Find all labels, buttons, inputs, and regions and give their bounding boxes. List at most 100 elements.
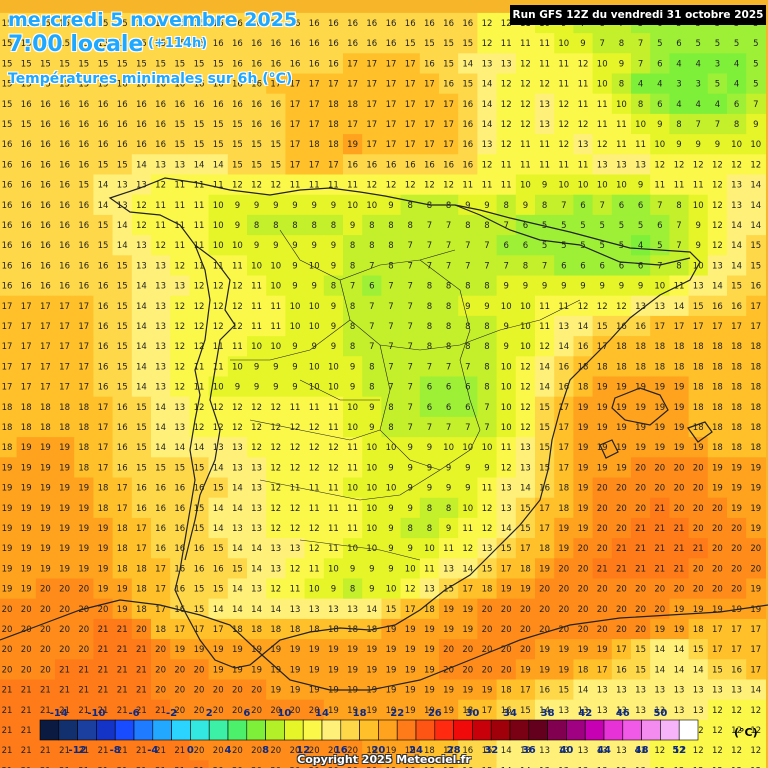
temperature-cell (611, 134, 632, 155)
temperature-value: 17 (59, 362, 70, 372)
temperature-value: 18 (136, 564, 147, 574)
temperature-value: 20 (251, 706, 262, 716)
temperature-cell (631, 154, 651, 176)
temperature-value: 7 (542, 261, 547, 271)
temperature-cell (0, 416, 18, 438)
temperature-cell (477, 376, 498, 398)
temperature-value: 12 (136, 201, 147, 211)
temperature-cell (631, 437, 651, 458)
temperature-value: 19 (520, 585, 531, 595)
temperature-cell (285, 255, 306, 277)
temperature-cell (35, 396, 56, 418)
temperature-cell (439, 214, 459, 236)
legend-swatch (547, 719, 567, 741)
temperature-value: 18 (2, 443, 13, 453)
temperature-cell (227, 53, 248, 75)
temperature-cell (16, 275, 37, 297)
temperature-value: 19 (424, 625, 435, 635)
temperature-value: 13 (501, 504, 512, 514)
legend-swatch (152, 719, 172, 741)
temperature-cell (35, 154, 56, 176)
temperature-value: 17 (405, 140, 416, 150)
temperature-value: 17 (309, 160, 320, 170)
temperature-cell (266, 113, 286, 135)
temperature-cell (515, 457, 536, 479)
temperature-value: 16 (405, 19, 416, 29)
temperature-value: 15 (693, 645, 704, 655)
temperature-cell (112, 275, 133, 297)
temperature-value: 10 (386, 585, 397, 595)
temperature-value: 18 (98, 484, 109, 494)
temperature-cell (515, 73, 536, 95)
temperature-value: 9 (638, 181, 643, 191)
temperature-value: 7 (599, 39, 604, 49)
legend-swatch (321, 719, 342, 741)
temperature-cell (496, 376, 517, 398)
temperature-cell (189, 194, 210, 216)
temperature-value: 14 (136, 383, 147, 393)
temperature-cell (381, 154, 402, 176)
temperature-cell (515, 356, 536, 378)
temperature-value: 8 (676, 261, 681, 271)
temperature-cell (515, 194, 536, 216)
temperature-value: 18 (750, 342, 761, 352)
temperature-value: 11 (174, 181, 185, 191)
temperature-value: 19 (731, 504, 742, 514)
temperature-cell (151, 315, 171, 337)
temperature-value: 20 (59, 605, 70, 615)
temperature-value: 9 (235, 221, 240, 231)
temperature-cell (131, 134, 152, 155)
temperature-cell (573, 134, 594, 155)
temperature-value: 16 (136, 100, 147, 110)
temperature-cell (0, 73, 18, 95)
temperature-value: 17 (597, 665, 608, 675)
temperature-value: 20 (693, 484, 704, 494)
temperature-value: 14 (213, 524, 224, 534)
temperature-cell (707, 376, 728, 398)
temperature-value: 19 (654, 443, 665, 453)
temperature-value: 17 (328, 160, 339, 170)
temperature-value: 12 (731, 160, 742, 170)
temperature-value: 15 (194, 524, 205, 534)
temperature-cell (323, 214, 344, 236)
temperature-cell (131, 12, 152, 34)
temperature-cell (93, 174, 114, 196)
temperature-value: 6 (599, 261, 604, 271)
temperature-cell (227, 93, 248, 115)
temperature-value: 18 (750, 403, 761, 413)
temperature-value: 17 (2, 383, 13, 393)
temperature-cell (400, 437, 421, 458)
temperature-cell (247, 396, 267, 418)
temperature-value: 20 (232, 686, 243, 696)
temperature-cell (611, 113, 632, 135)
temperature-value: 20 (635, 605, 646, 615)
temperature-value: 10 (654, 282, 665, 292)
temperature-value: 17 (136, 524, 147, 534)
temperature-value: 21 (635, 544, 646, 554)
temperature-cell (16, 93, 37, 115)
temperature-value: 20 (616, 625, 627, 635)
temperature-value: 7 (484, 261, 489, 271)
temperature-value: 17 (155, 585, 166, 595)
temperature-value: 17 (98, 423, 109, 433)
temperature-value: 8 (369, 241, 374, 251)
temperature-cell (611, 336, 632, 357)
temperature-cell (650, 93, 670, 115)
temperature-cell (458, 113, 478, 135)
temperature-cell (573, 33, 594, 54)
temperature-cell (439, 295, 459, 317)
temperature-cell (650, 457, 670, 479)
temperature-cell (55, 477, 75, 499)
temperature-cell (304, 174, 325, 196)
temperature-cell (362, 255, 382, 277)
temperature-cell (151, 73, 171, 95)
temperature-value: 12 (251, 443, 262, 453)
temperature-cell (727, 396, 747, 418)
temperature-cell (112, 174, 133, 196)
temperature-value: 20 (674, 504, 685, 514)
temperature-cell (189, 437, 210, 458)
legend-swatch (472, 719, 492, 741)
temperature-cell (93, 113, 114, 135)
temperature-cell (0, 134, 18, 155)
temperature-cell (669, 93, 690, 115)
